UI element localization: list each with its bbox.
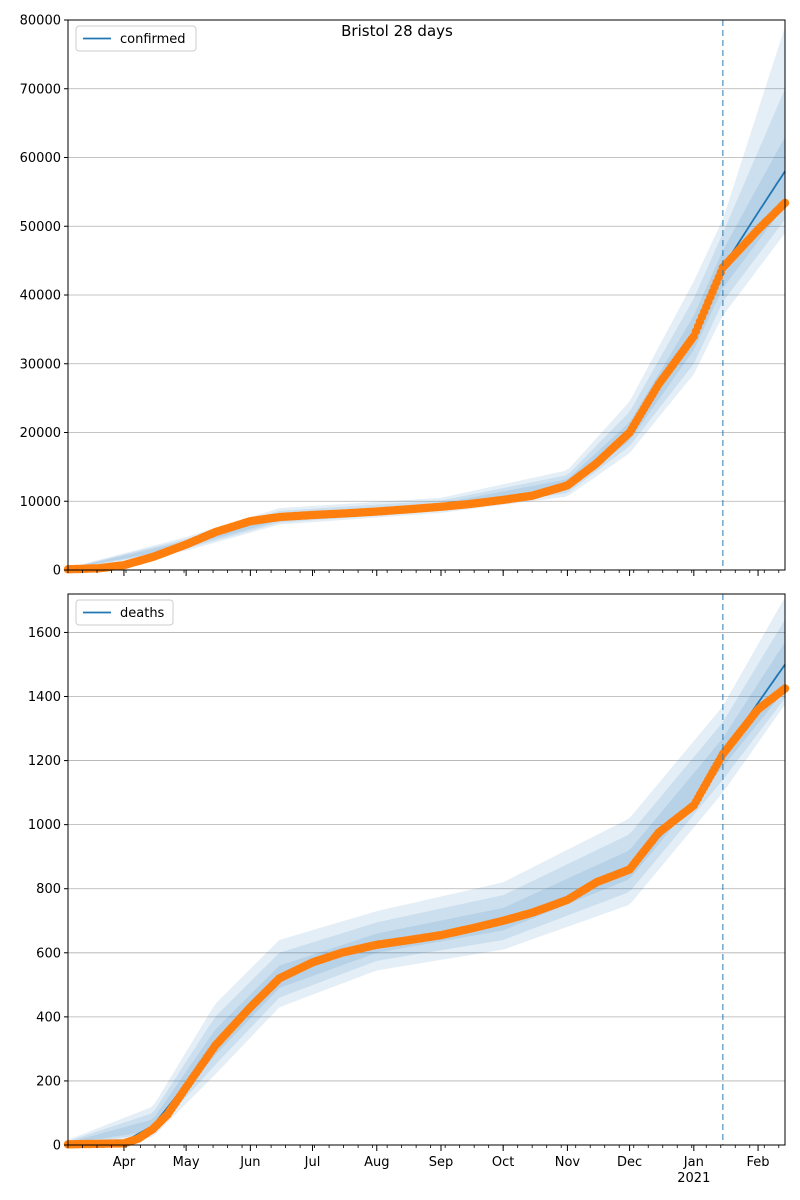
x-tick-label: Oct [492, 1155, 514, 1170]
y-tick-label: 800 [36, 882, 61, 897]
y-tick-label: 50000 [20, 220, 61, 235]
y-tick-label: 10000 [20, 495, 61, 510]
y-tick-label: 60000 [20, 151, 61, 166]
x-tick-label: Sep [429, 1155, 454, 1170]
legend-label: confirmed [120, 32, 186, 47]
y-tick-label: 0 [53, 564, 61, 579]
chart-panel-deaths: 0 200 400 600 800 1000 1200 1400 1600 Apr May Jun Ju… [28, 593, 790, 1186]
confidence-band [68, 619, 785, 1145]
y-tick-label: 1400 [28, 690, 61, 705]
legend: deaths [75, 599, 174, 626]
y-tick-label: 80000 [20, 14, 61, 29]
y-tick-label: 1200 [28, 754, 61, 769]
x-tick-label: May [173, 1155, 200, 1170]
figure-title: Bristol 28 days [341, 22, 453, 40]
y-tick-label: 1000 [28, 818, 61, 833]
confidence-band [68, 26, 785, 570]
y-tick-label: 400 [36, 1010, 61, 1025]
x-year-label: 2021 [677, 1171, 710, 1186]
x-tick-label: Apr [113, 1155, 136, 1170]
legend: confirmed [75, 25, 197, 52]
confidence-band [68, 597, 785, 1145]
y-tick-label: 0 [53, 1139, 61, 1154]
x-tick-label: Jun [239, 1155, 260, 1170]
legend-box [75, 25, 197, 52]
plot-frame [67, 593, 786, 1146]
legend-label: deaths [120, 606, 165, 621]
x-tick-label: Dec [617, 1155, 642, 1170]
confidence-band [68, 88, 785, 570]
chart-panel-confirmed: 0 10000 20000 30000 40000 50000 60000 70000 8000… [20, 14, 790, 579]
y-tick-label: 1600 [28, 626, 61, 641]
x-tick-label: Jul [304, 1155, 321, 1170]
y-tick-label: 20000 [20, 426, 61, 441]
y-tick-label: 30000 [20, 357, 61, 372]
confidence-band [68, 642, 785, 1144]
y-tick-label: 200 [36, 1074, 61, 1089]
x-tick-label: Aug [364, 1155, 389, 1170]
x-tick-label: Jan [683, 1155, 704, 1170]
x-tick-label: Nov [555, 1155, 581, 1170]
y-tick-label: 70000 [20, 82, 61, 97]
y-tick-label: 40000 [20, 289, 61, 304]
x-tick-label: Feb [747, 1155, 770, 1170]
legend-box [75, 599, 174, 626]
y-tick-label: 600 [36, 946, 61, 961]
